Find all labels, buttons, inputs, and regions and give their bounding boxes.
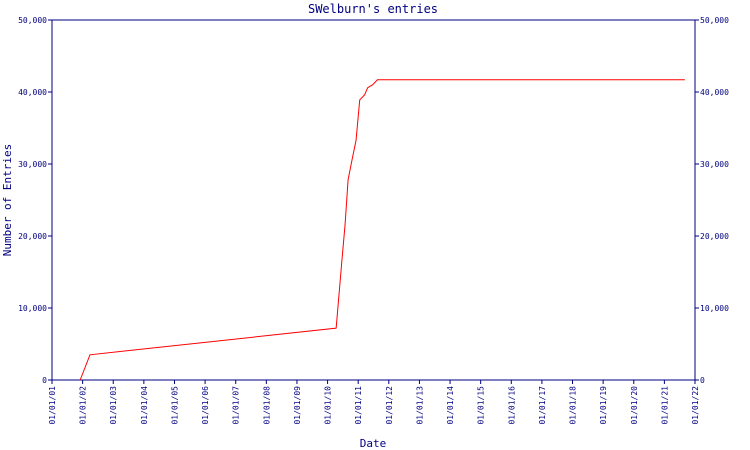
plot-frame (51, 19, 696, 381)
x-tick-label: 01/01/20 (630, 386, 639, 425)
x-tick-label: 01/01/04 (140, 386, 149, 425)
x-tick-label: 01/01/11 (354, 386, 363, 425)
x-tick-label: 01/01/15 (477, 386, 486, 425)
y2-tick-label: 20,000 (700, 232, 729, 241)
x-tick-label: 01/01/06 (201, 386, 210, 425)
x-tick-label: 01/01/22 (691, 386, 700, 425)
data-line (79, 79, 685, 381)
x-tick-label: 01/01/21 (660, 386, 669, 425)
y2-tick-label: 10,000 (700, 304, 729, 313)
y2-tick-label: 40,000 (700, 88, 729, 97)
x-tick-label: 01/01/08 (262, 386, 271, 425)
x-tick-label: 01/01/07 (232, 386, 241, 425)
x-tick-label: 01/01/19 (599, 386, 608, 425)
y2-tick-label: 30,000 (700, 160, 729, 169)
y-axis-label: Number of Entries (1, 144, 14, 257)
y-tick-label: 10,000 (18, 304, 47, 313)
y2-tick-label: 50,000 (700, 16, 729, 25)
chart-title: SWelburn's entries (308, 2, 438, 16)
y-tick-label: 30,000 (18, 160, 47, 169)
x-tick-label: 01/01/12 (385, 386, 394, 425)
x-tick-label: 01/01/14 (446, 386, 455, 425)
x-tick-label: 01/01/18 (569, 386, 578, 425)
x-tick-label: 01/01/17 (538, 386, 547, 425)
x-tick-label: 01/01/03 (109, 386, 118, 425)
y-tick-label: 50,000 (18, 16, 47, 25)
x-tick-label: 01/01/16 (507, 386, 516, 425)
x-tick-label: 01/01/02 (79, 386, 88, 425)
x-tick-label: 01/01/13 (415, 386, 424, 425)
x-tick-label: 01/01/09 (293, 386, 302, 425)
y-tick-label: 20,000 (18, 232, 47, 241)
y-tick-label: 0 (42, 376, 47, 385)
y2-tick-label: 0 (700, 376, 705, 385)
y-tick-label: 40,000 (18, 88, 47, 97)
x-axis-label: Date (360, 437, 387, 450)
x-tick-label: 01/01/01 (48, 386, 57, 425)
x-tick-label: 01/01/05 (170, 386, 179, 425)
x-tick-label: 01/01/10 (324, 386, 333, 425)
